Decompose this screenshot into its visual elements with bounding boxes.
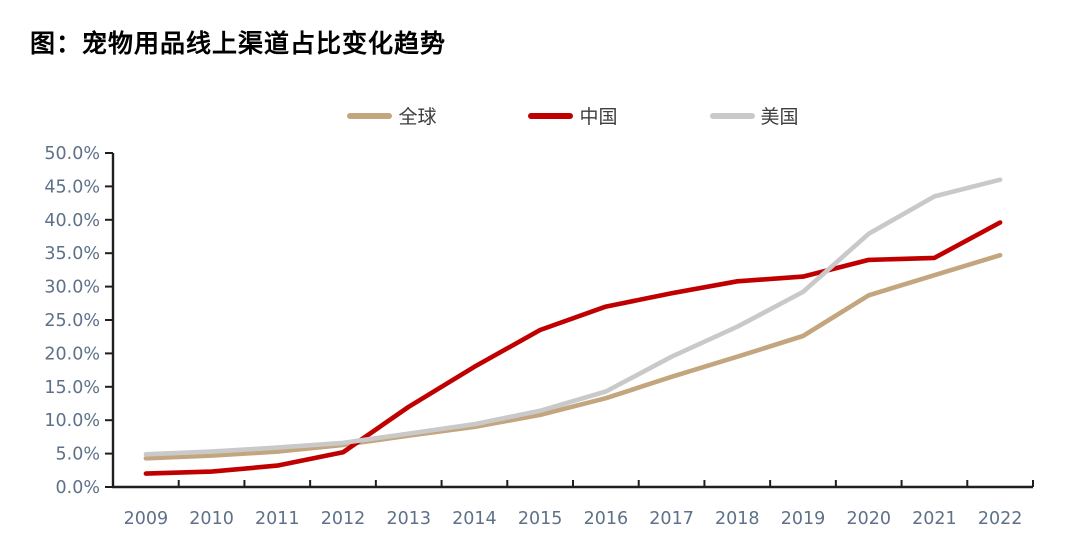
y-axis-label: 45.0% (44, 177, 100, 197)
x-axis-label: 2014 (452, 509, 497, 529)
legend-label-usa: 美国 (760, 106, 799, 128)
x-axis-label: 2017 (649, 509, 694, 529)
y-axis-label: 50.0% (44, 144, 100, 164)
series-line-美国 (143, 177, 1003, 457)
series-line-全球 (143, 252, 1003, 461)
legend-item-china: 中国 (528, 102, 618, 129)
x-axis-label: 2015 (518, 509, 563, 529)
series-line-中国 (143, 220, 1003, 476)
y-axis-label: 25.0% (44, 311, 100, 331)
y-axis-label: 0.0% (56, 478, 100, 498)
legend-line-swatch-usa (709, 112, 755, 119)
x-axis-label: 2012 (321, 509, 366, 529)
legend-label-global: 全球 (398, 106, 437, 128)
legend-item-usa: 美国 (709, 102, 799, 129)
y-axis-label: 35.0% (44, 244, 100, 264)
chart-title: 图：宠物用品线上渠道占比变化趋势 (30, 29, 447, 58)
legend-item-global: 全球 (347, 102, 436, 129)
x-axis-label: 2010 (189, 509, 234, 529)
y-axis-label: 15.0% (44, 378, 100, 398)
legend-line-swatch-global (347, 112, 393, 119)
x-axis-label: 2022 (978, 509, 1023, 529)
y-axis-label: 40.0% (44, 211, 100, 231)
x-axis-label: 2018 (715, 509, 760, 529)
axis-tick-labels: 0.0% 5.0% 10.0% 15.0% 20.0% 25.0% 30.0% 35.0% 40… (44, 144, 1022, 529)
y-axis-label: 30.0% (44, 278, 100, 298)
x-axis-label: 2011 (255, 509, 300, 529)
x-axis-label: 2019 (781, 509, 826, 529)
y-axis-label: 5.0% (56, 445, 100, 465)
chart-legend: 全球 中国 美国 (113, 102, 1033, 129)
x-axis-label: 2020 (846, 509, 891, 529)
y-axis-label: 20.0% (44, 344, 100, 364)
legend-label-china: 中国 (579, 106, 618, 128)
y-axis-label: 10.0% (44, 411, 100, 431)
x-axis-label: 2009 (124, 509, 169, 529)
x-axis-label: 2021 (912, 509, 957, 529)
axes (105, 152, 1034, 489)
x-axis-label: 2016 (584, 509, 629, 529)
x-axis-label: 2013 (386, 509, 431, 529)
series-lines (143, 177, 1003, 476)
legend-line-swatch-china (528, 112, 574, 119)
